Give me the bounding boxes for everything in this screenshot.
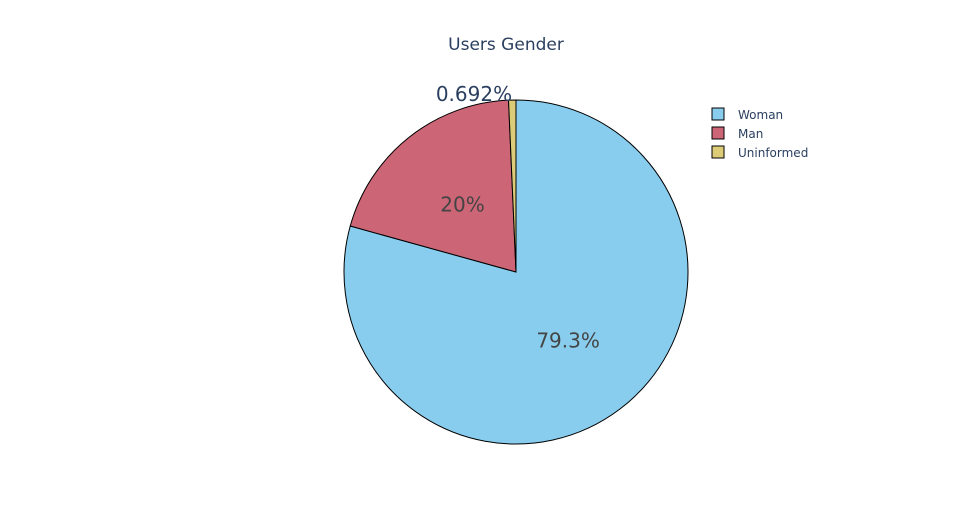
legend-label-woman[interactable]: Woman [738, 108, 783, 122]
pie-slices [343, 99, 689, 445]
slice-label-uninformed: 0.692% [436, 82, 512, 106]
pie-slice-uninformed[interactable] [507, 99, 517, 273]
legend: Woman Man Uninformed [711, 107, 808, 160]
legend-label-uninformed[interactable]: Uninformed [738, 146, 808, 160]
legend-label-man[interactable]: Man [738, 127, 763, 141]
legend-swatch-woman[interactable] [711, 107, 725, 121]
slice-label-woman: 79.3% [536, 329, 600, 353]
legend-swatch-man[interactable] [711, 126, 725, 140]
slice-label-man: 20% [440, 193, 484, 217]
pie-slice-man[interactable] [349, 99, 517, 273]
legend-swatch-uninformed[interactable] [711, 145, 725, 159]
slice-labels: 79.3% 20% 0.692% [436, 82, 600, 353]
chart-title: Users Gender [448, 35, 564, 55]
